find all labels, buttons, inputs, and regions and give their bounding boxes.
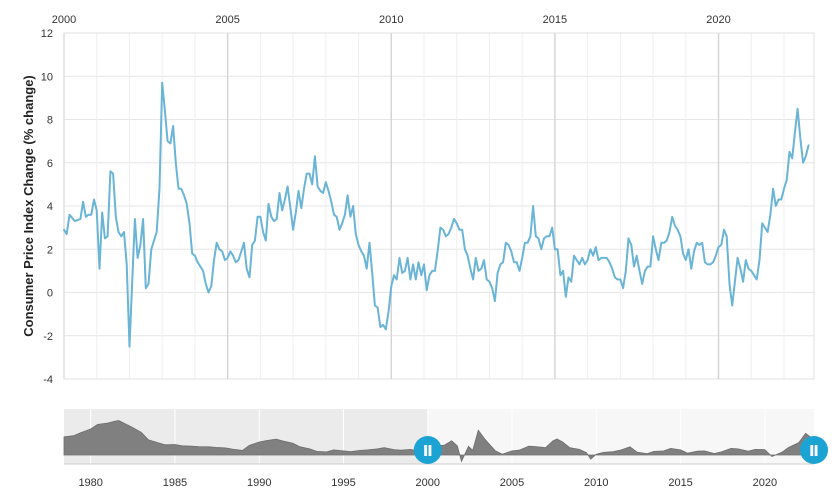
y-tick-label: 4 xyxy=(47,201,53,213)
navigator-tick-label: 2010 xyxy=(584,477,608,489)
y-tick-label: 0 xyxy=(47,288,53,300)
navigator-area xyxy=(63,420,815,463)
y-tick-label: -2 xyxy=(43,331,53,343)
y-axis: 12 10 8 6 4 2 0 -2 -4 xyxy=(41,28,53,386)
x-tick-label: 2015 xyxy=(543,14,567,26)
y-tick-label: 6 xyxy=(47,158,53,170)
navigator-tick-label: 1980 xyxy=(78,477,102,489)
cpi-series-line xyxy=(63,81,810,348)
x-axis-top: 2000 2005 2010 2015 2020 xyxy=(52,14,731,26)
y-tick-label: 10 xyxy=(41,71,53,83)
x-tick-label: 2020 xyxy=(706,14,730,26)
plot-border xyxy=(63,32,815,380)
navigator-tick-label: 2015 xyxy=(668,477,692,489)
y-tick-label: -4 xyxy=(43,374,53,386)
handle-circle xyxy=(800,436,828,464)
x-tick-label: 2005 xyxy=(215,14,239,26)
x-tick-label: 2000 xyxy=(52,14,76,26)
y-tick-label: 2 xyxy=(47,244,53,256)
navigator-tick-label: 1985 xyxy=(163,477,187,489)
y-tick-label: 12 xyxy=(41,28,53,40)
navigator-right-handle[interactable]: Ⅱ xyxy=(800,436,828,464)
x-tick-label: 2010 xyxy=(379,14,403,26)
navigator-tick-label: 2020 xyxy=(753,477,777,489)
y-axis-label: Consumer Price Index Change (% change) xyxy=(21,75,36,337)
navigator-selection xyxy=(427,409,814,464)
navigator-tick-label: 2005 xyxy=(500,477,524,489)
navigator-tick-label: 1995 xyxy=(331,477,355,489)
navigator-tick-label: 1990 xyxy=(247,477,271,489)
handle-grip-icon: Ⅱ xyxy=(423,442,433,460)
navigator-left-handle[interactable]: Ⅱ xyxy=(413,436,442,464)
y-tick-label: 8 xyxy=(47,115,53,127)
grid xyxy=(63,32,815,380)
plot-area xyxy=(63,81,810,348)
handle-grip-icon: Ⅱ xyxy=(809,442,819,460)
navigator-tick-label: 2000 xyxy=(416,477,440,489)
range-navigator[interactable]: 1980 1985 1990 1995 2000 2005 2010 2015 2020 Ⅱ Ⅱ xyxy=(63,409,828,489)
handle-circle xyxy=(413,436,442,464)
